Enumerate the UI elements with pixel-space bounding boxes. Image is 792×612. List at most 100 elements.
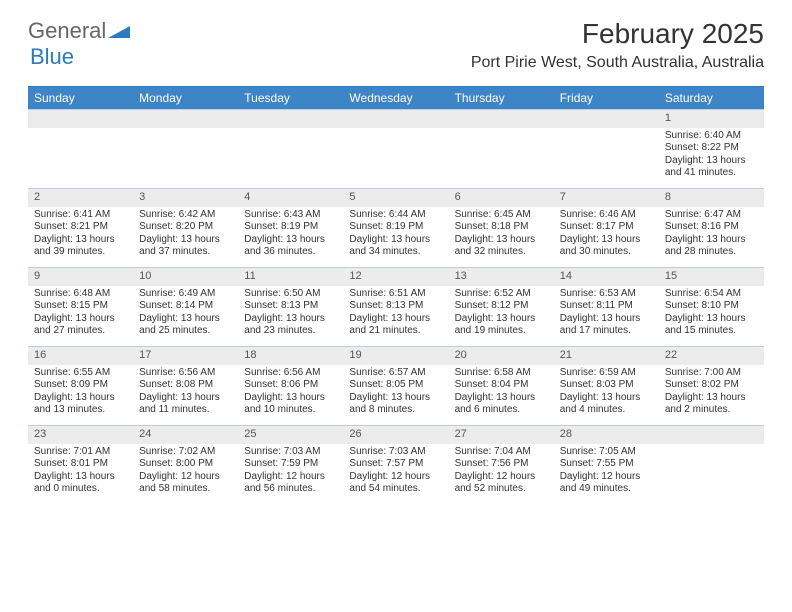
day-body: Sunrise: 6:47 AMSunset: 8:16 PMDaylight:… (659, 207, 764, 263)
day-cell: 20Sunrise: 6:58 AMSunset: 8:04 PMDayligh… (449, 347, 554, 425)
sunrise-text: Sunrise: 6:45 AM (455, 209, 548, 222)
sunrise-text: Sunrise: 6:55 AM (34, 367, 127, 380)
daylight-text: Daylight: 13 hours and 37 minutes. (139, 234, 232, 259)
sunset-text: Sunset: 8:14 PM (139, 300, 232, 313)
sunset-text: Sunset: 8:01 PM (34, 458, 127, 471)
day-number (554, 110, 659, 128)
day-body: Sunrise: 6:43 AMSunset: 8:19 PMDaylight:… (238, 207, 343, 263)
day-number: 28 (554, 426, 659, 444)
day-number: 6 (449, 189, 554, 207)
sunset-text: Sunset: 8:22 PM (665, 142, 758, 155)
day-number: 22 (659, 347, 764, 365)
day-body: Sunrise: 6:42 AMSunset: 8:20 PMDaylight:… (133, 207, 238, 263)
day-cell: 21Sunrise: 6:59 AMSunset: 8:03 PMDayligh… (554, 347, 659, 425)
daylight-text: Daylight: 13 hours and 17 minutes. (560, 313, 653, 338)
day-number: 19 (343, 347, 448, 365)
location-text: Port Pirie West, South Australia, Austra… (471, 54, 764, 72)
daylight-text: Daylight: 13 hours and 19 minutes. (455, 313, 548, 338)
day-number: 5 (343, 189, 448, 207)
daylight-text: Daylight: 12 hours and 52 minutes. (455, 471, 548, 496)
day-cell (133, 110, 238, 188)
calendar: Sunday Monday Tuesday Wednesday Thursday… (28, 86, 764, 504)
sunrise-text: Sunrise: 6:51 AM (349, 288, 442, 301)
daylight-text: Daylight: 13 hours and 2 minutes. (665, 392, 758, 417)
day-body: Sunrise: 7:04 AMSunset: 7:56 PMDaylight:… (449, 444, 554, 500)
day-body: Sunrise: 6:41 AMSunset: 8:21 PMDaylight:… (28, 207, 133, 263)
day-number: 2 (28, 189, 133, 207)
day-body: Sunrise: 7:05 AMSunset: 7:55 PMDaylight:… (554, 444, 659, 500)
daylight-text: Daylight: 12 hours and 49 minutes. (560, 471, 653, 496)
day-body: Sunrise: 6:50 AMSunset: 8:13 PMDaylight:… (238, 286, 343, 342)
day-number: 18 (238, 347, 343, 365)
day-cell: 4Sunrise: 6:43 AMSunset: 8:19 PMDaylight… (238, 189, 343, 267)
day-number (659, 426, 764, 444)
sunset-text: Sunset: 8:10 PM (665, 300, 758, 313)
day-body: Sunrise: 7:02 AMSunset: 8:00 PMDaylight:… (133, 444, 238, 500)
day-body: Sunrise: 6:46 AMSunset: 8:17 PMDaylight:… (554, 207, 659, 263)
sunset-text: Sunset: 8:16 PM (665, 221, 758, 234)
sunset-text: Sunset: 8:15 PM (34, 300, 127, 313)
sunrise-text: Sunrise: 6:56 AM (139, 367, 232, 380)
sunset-text: Sunset: 8:09 PM (34, 379, 127, 392)
day-number (343, 110, 448, 128)
day-cell: 23Sunrise: 7:01 AMSunset: 8:01 PMDayligh… (28, 426, 133, 504)
daylight-text: Daylight: 12 hours and 56 minutes. (244, 471, 337, 496)
day-number: 7 (554, 189, 659, 207)
sunrise-text: Sunrise: 6:46 AM (560, 209, 653, 222)
day-cell: 27Sunrise: 7:04 AMSunset: 7:56 PMDayligh… (449, 426, 554, 504)
dayhead-fri: Friday (554, 87, 659, 109)
day-cell (238, 110, 343, 188)
day-cell: 5Sunrise: 6:44 AMSunset: 8:19 PMDaylight… (343, 189, 448, 267)
daylight-text: Daylight: 13 hours and 23 minutes. (244, 313, 337, 338)
sunrise-text: Sunrise: 6:40 AM (665, 130, 758, 143)
daylight-text: Daylight: 13 hours and 13 minutes. (34, 392, 127, 417)
sunset-text: Sunset: 8:05 PM (349, 379, 442, 392)
daylight-text: Daylight: 13 hours and 8 minutes. (349, 392, 442, 417)
daylight-text: Daylight: 13 hours and 36 minutes. (244, 234, 337, 259)
sunrise-text: Sunrise: 6:50 AM (244, 288, 337, 301)
day-cell (659, 426, 764, 504)
day-body: Sunrise: 7:03 AMSunset: 7:57 PMDaylight:… (343, 444, 448, 500)
day-body: Sunrise: 6:45 AMSunset: 8:18 PMDaylight:… (449, 207, 554, 263)
daylight-text: Daylight: 13 hours and 30 minutes. (560, 234, 653, 259)
dayhead-tue: Tuesday (238, 87, 343, 109)
day-cell: 19Sunrise: 6:57 AMSunset: 8:05 PMDayligh… (343, 347, 448, 425)
sunset-text: Sunset: 8:00 PM (139, 458, 232, 471)
day-number (238, 110, 343, 128)
day-cell: 14Sunrise: 6:53 AMSunset: 8:11 PMDayligh… (554, 268, 659, 346)
day-number: 13 (449, 268, 554, 286)
daylight-text: Daylight: 13 hours and 4 minutes. (560, 392, 653, 417)
day-cell: 22Sunrise: 7:00 AMSunset: 8:02 PMDayligh… (659, 347, 764, 425)
sunset-text: Sunset: 7:56 PM (455, 458, 548, 471)
day-body: Sunrise: 6:44 AMSunset: 8:19 PMDaylight:… (343, 207, 448, 263)
weeks-container: 1Sunrise: 6:40 AMSunset: 8:22 PMDaylight… (28, 109, 764, 504)
sunset-text: Sunset: 7:57 PM (349, 458, 442, 471)
day-number: 16 (28, 347, 133, 365)
sunset-text: Sunset: 8:11 PM (560, 300, 653, 313)
day-cell: 9Sunrise: 6:48 AMSunset: 8:15 PMDaylight… (28, 268, 133, 346)
day-number: 8 (659, 189, 764, 207)
sunrise-text: Sunrise: 6:54 AM (665, 288, 758, 301)
day-number: 21 (554, 347, 659, 365)
sunset-text: Sunset: 8:21 PM (34, 221, 127, 234)
day-cell (449, 110, 554, 188)
day-body: Sunrise: 6:57 AMSunset: 8:05 PMDaylight:… (343, 365, 448, 421)
day-cell: 6Sunrise: 6:45 AMSunset: 8:18 PMDaylight… (449, 189, 554, 267)
sunrise-text: Sunrise: 6:41 AM (34, 209, 127, 222)
sunrise-text: Sunrise: 6:47 AM (665, 209, 758, 222)
daylight-text: Daylight: 12 hours and 54 minutes. (349, 471, 442, 496)
week-row: 23Sunrise: 7:01 AMSunset: 8:01 PMDayligh… (28, 425, 764, 504)
day-cell: 16 Sunrise: 6:55 AMSunset: 8:09 PMDayligh… (28, 347, 133, 425)
title-block: February 2025 Port Pirie West, South Aus… (471, 18, 764, 72)
day-header-row: Sunday Monday Tuesday Wednesday Thursday… (28, 87, 764, 109)
sunrise-text: Sunrise: 6:42 AM (139, 209, 232, 222)
daylight-text: Daylight: 13 hours and 28 minutes. (665, 234, 758, 259)
sunset-text: Sunset: 8:02 PM (665, 379, 758, 392)
sunrise-text: Sunrise: 7:01 AM (34, 446, 127, 459)
daylight-text: Daylight: 13 hours and 11 minutes. (139, 392, 232, 417)
day-body: Sunrise: 6:56 AMSunset: 8:08 PMDaylight:… (133, 365, 238, 421)
sunrise-text: Sunrise: 7:04 AM (455, 446, 548, 459)
daylight-text: Daylight: 13 hours and 0 minutes. (34, 471, 127, 496)
sunset-text: Sunset: 8:06 PM (244, 379, 337, 392)
daylight-text: Daylight: 13 hours and 41 minutes. (665, 155, 758, 180)
